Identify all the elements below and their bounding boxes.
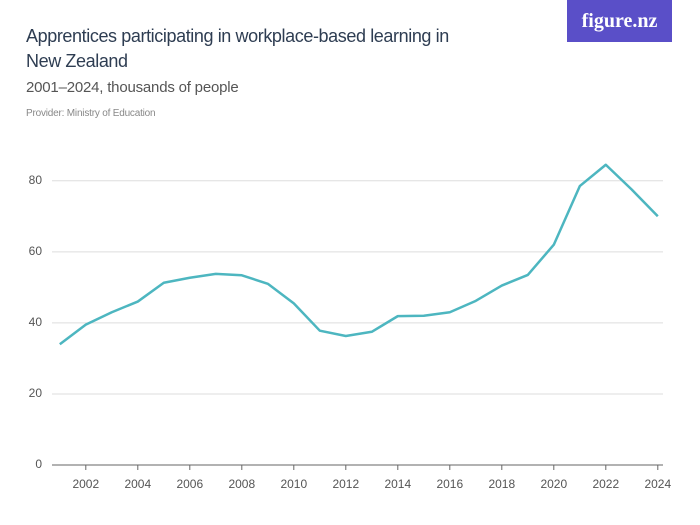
y-tick-label: 20: [29, 386, 43, 400]
x-tick-label: 2020: [540, 477, 567, 491]
x-tick-label: 2004: [124, 477, 151, 491]
x-tick-label: 2018: [488, 477, 515, 491]
x-tick-label: 2010: [280, 477, 307, 491]
y-tick-label: 40: [29, 315, 43, 329]
x-tick-label: 2022: [592, 477, 619, 491]
chart-title: Apprentices participating in workplace-b…: [26, 26, 449, 71]
y-tick-label: 0: [35, 457, 42, 471]
y-tick-label: 60: [29, 244, 43, 258]
data-line: [59, 163, 659, 346]
y-tick-label: 80: [29, 173, 43, 187]
chart-subtitle: 2001–2024, thousands of people: [26, 79, 239, 96]
logo[interactable]: figure.nz: [567, 0, 672, 42]
x-tick-label: 2012: [332, 477, 359, 491]
x-tick-label: 2014: [384, 477, 411, 491]
provider: Provider: Ministry of Education: [26, 108, 156, 119]
x-tick-label: 2008: [228, 477, 255, 491]
x-tick-label: 2016: [436, 477, 463, 491]
x-tick-label: 2006: [176, 477, 203, 491]
x-tick-label: 2024: [644, 477, 671, 491]
x-tick-label: 2002: [72, 477, 99, 491]
